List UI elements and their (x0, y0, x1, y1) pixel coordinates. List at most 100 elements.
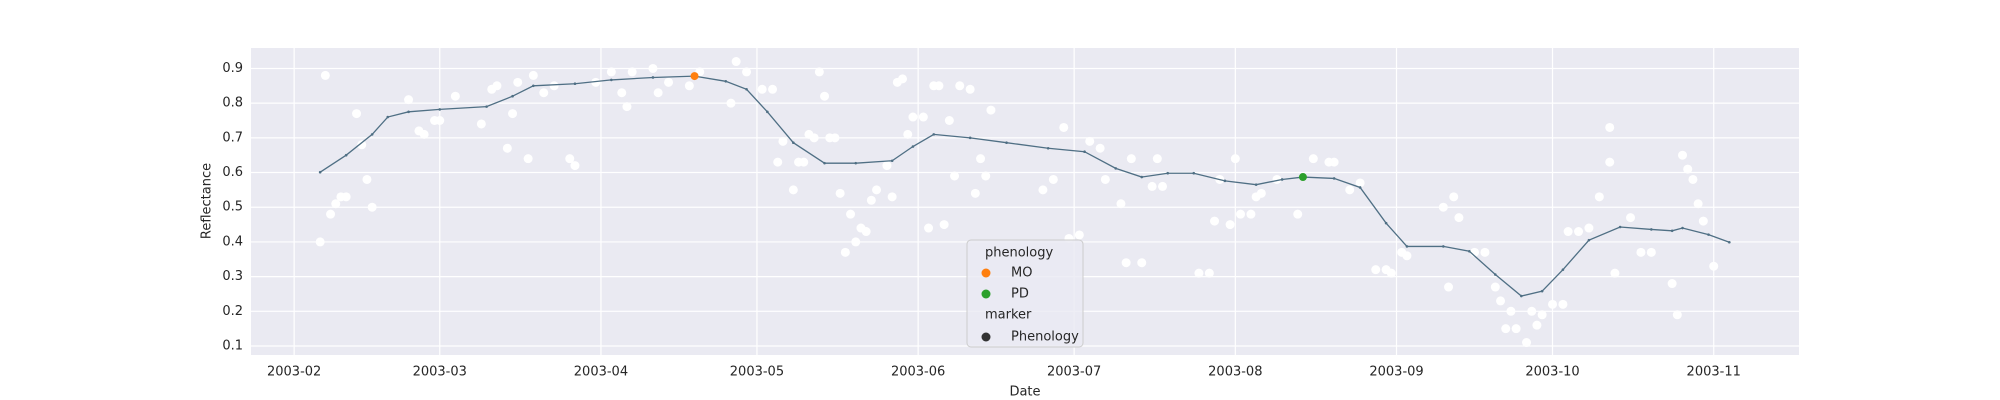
smoothed-point (511, 94, 514, 98)
observation-point (528, 70, 538, 80)
observation-point (315, 237, 325, 247)
observation-point (731, 57, 741, 67)
observation-point (1225, 220, 1235, 230)
y-tick-label: 0.9 (222, 61, 243, 76)
y-tick-label: 0.3 (222, 269, 243, 284)
smoothed-point (1384, 221, 1388, 225)
observation-point (664, 77, 674, 87)
observation-point (768, 84, 778, 94)
observation-point (1594, 192, 1604, 202)
observation-point (523, 154, 533, 164)
smoothed-point (1192, 171, 1196, 175)
smoothed-point (532, 84, 535, 88)
y-tick-label: 0.7 (222, 130, 243, 145)
legend-swatch (981, 332, 991, 342)
observation-point (970, 188, 980, 198)
smoothed-point (1223, 179, 1227, 183)
x-tick-label: 2003-09 (1369, 365, 1423, 380)
observation-point (1121, 258, 1131, 268)
observation-point (1345, 185, 1355, 195)
observation-point (1402, 251, 1412, 261)
x-tick-label: 2003-05 (730, 365, 784, 380)
observation-point (851, 237, 861, 247)
observation-point (1646, 247, 1656, 257)
y-tick-label: 0.6 (222, 165, 243, 180)
observation-point (778, 136, 788, 146)
smoothed-point (1083, 150, 1086, 154)
smoothed-point (1280, 178, 1284, 181)
observation-point (352, 109, 362, 119)
observation-point (1204, 268, 1214, 278)
smoothed-point (386, 115, 390, 119)
observation-point (1709, 261, 1719, 271)
observation-point (1610, 268, 1620, 278)
observation-point (742, 67, 752, 77)
observation-point (934, 81, 944, 91)
observation-point (976, 154, 986, 164)
legend-label: Phenology (1011, 330, 1079, 345)
observation-point (502, 143, 512, 153)
observation-point (1605, 157, 1615, 167)
observation-point (513, 77, 523, 87)
smoothed-point (792, 141, 795, 145)
observation-point (1137, 258, 1147, 268)
observation-point (757, 84, 767, 94)
observation-point (565, 154, 575, 164)
observation-point (814, 67, 824, 77)
x-tick-label: 2003-02 (267, 365, 321, 380)
observation-point (1293, 209, 1303, 219)
observation-point (320, 70, 330, 80)
smoothed-point (1005, 141, 1008, 145)
observation-point (648, 63, 658, 73)
smoothed-point (485, 105, 488, 108)
observation-point (1059, 122, 1069, 132)
smoothed-point (1618, 225, 1622, 229)
smoothed-point (438, 108, 442, 111)
observation-point (450, 91, 460, 101)
smoothed-point (318, 170, 322, 174)
observation-point (903, 129, 913, 139)
observation-point (1230, 154, 1240, 164)
observation-point (1537, 310, 1547, 320)
observation-point (1329, 157, 1339, 167)
observation-point (549, 81, 559, 91)
smoothed-point (1587, 238, 1591, 242)
observation-point (830, 133, 840, 143)
smoothed-point (651, 76, 655, 79)
smoothed-point (911, 145, 915, 148)
observation-point (726, 98, 736, 108)
observation-point (492, 81, 502, 91)
x-tick-label: 2003-10 (1525, 365, 1579, 380)
observation-point (1511, 324, 1521, 334)
observation-point (1386, 268, 1396, 278)
marks (315, 57, 1731, 348)
observation-point (684, 81, 694, 91)
observation-point (570, 161, 580, 171)
observation-point (539, 88, 549, 98)
observation-point (1246, 209, 1256, 219)
observation-point (1371, 265, 1381, 275)
smoothed-point (1494, 273, 1497, 276)
observation-point (1490, 282, 1500, 292)
observation-point (1272, 174, 1282, 184)
smoothed-point (823, 161, 826, 165)
observation-point (1454, 213, 1464, 223)
observation-point (1038, 185, 1048, 195)
observation-point (1256, 188, 1266, 198)
observation-point (820, 91, 830, 101)
legend-swatch (981, 289, 991, 299)
observation-point (1563, 227, 1573, 237)
y-tick-label: 0.4 (222, 234, 243, 249)
x-tick-label: 2003-03 (413, 365, 467, 380)
observation-point (918, 112, 928, 122)
observation-point (1210, 216, 1220, 226)
observation-point (1152, 154, 1162, 164)
x-tick-label: 2003-04 (574, 365, 628, 380)
legend-box (966, 239, 1084, 348)
y-axis-label: Reflectance (200, 163, 215, 239)
smoothed-point (344, 153, 348, 157)
x-tick-label: 2003-07 (1047, 365, 1101, 380)
observation-point (1501, 324, 1511, 334)
observation-point (939, 220, 949, 230)
legend-swatch (981, 268, 991, 278)
